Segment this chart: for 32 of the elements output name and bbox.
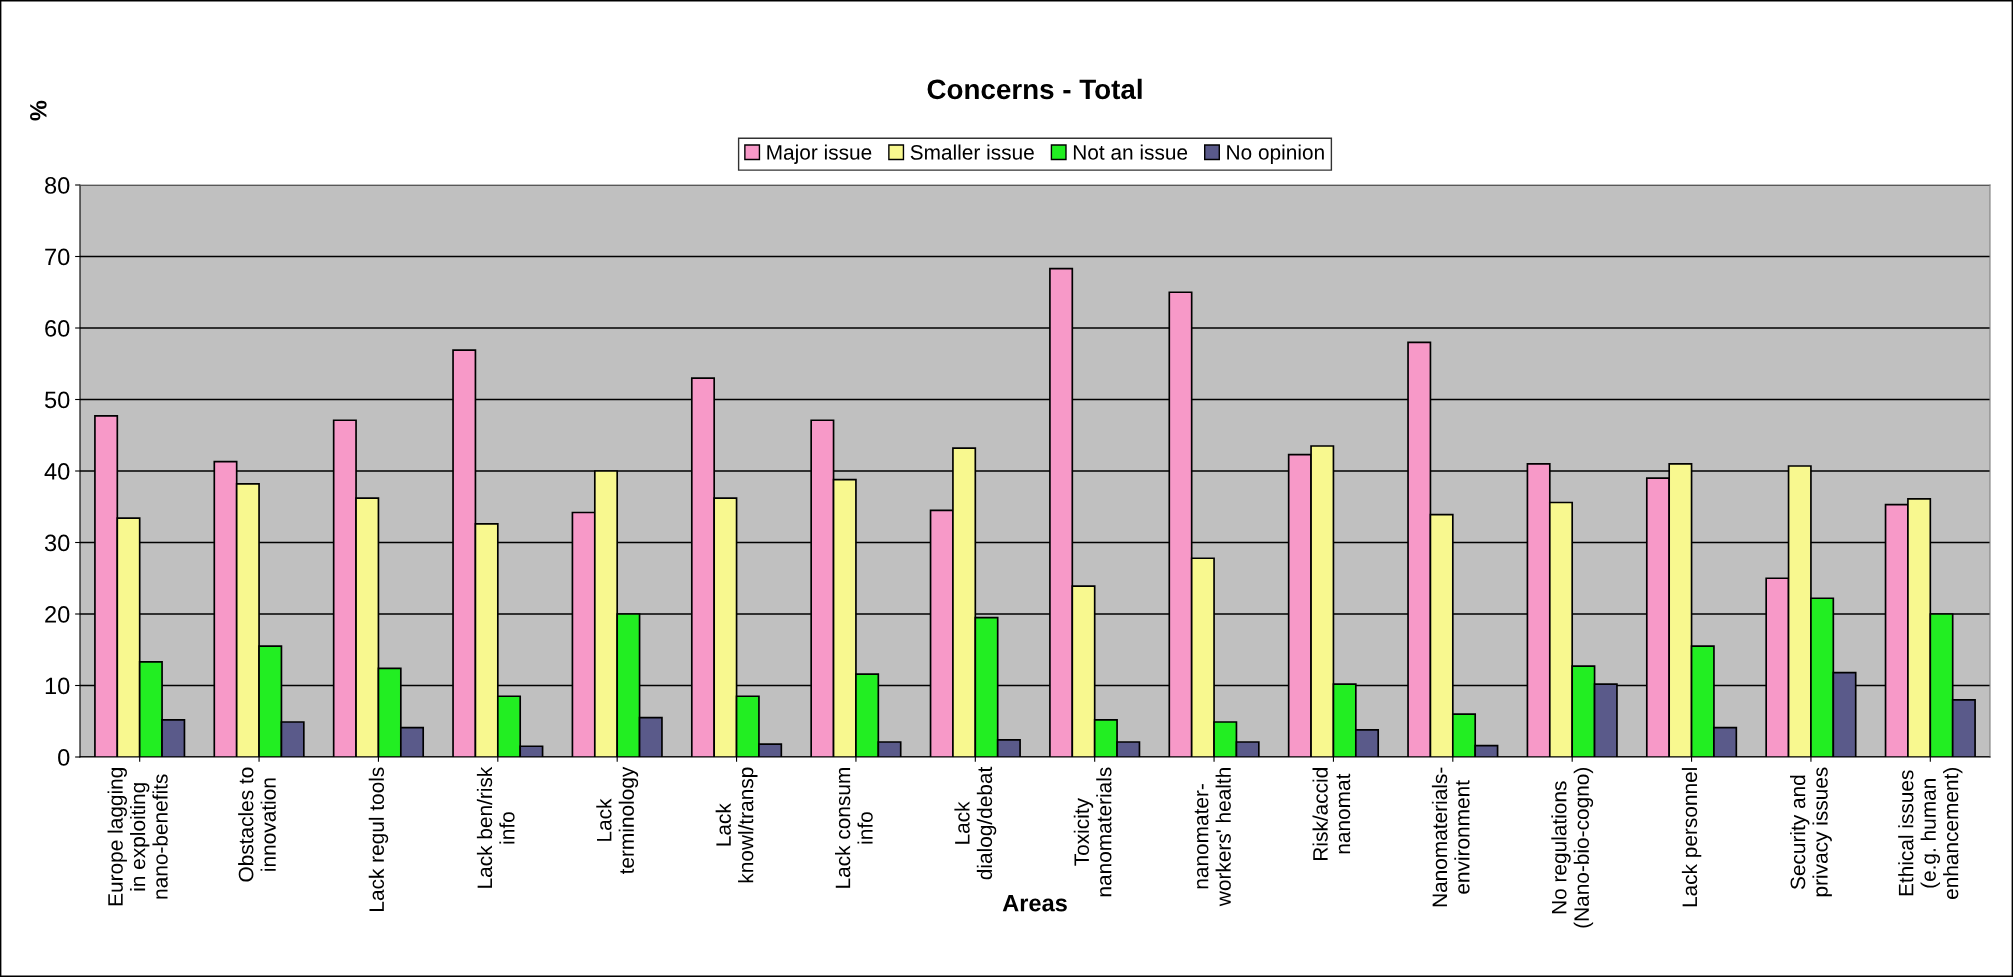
legend-label: No opinion [1227,144,1324,164]
y-tick-label: 60 [45,320,70,337]
x-tick-label: Nanomaterials- environment [1431,767,1470,907]
x-axis-title: Areas [1002,894,1067,912]
x-tick-label: No regulations (Nano-bio-cogno) [1551,768,1594,928]
y-tick-label: 70 [45,248,70,266]
x-tick-label: Obstacles to innovation [238,767,276,882]
y-axis-title: % [30,100,47,121]
legend-label: Major issue [767,144,872,164]
y-tick-label: 20 [45,606,70,623]
x-tick-label: Risk/accid nanomat [1312,768,1351,860]
chart-title: Concerns - Total [927,78,1142,100]
y-tick-label: 0 [58,749,70,766]
y-tick-label: 10 [45,677,70,695]
legend-label: Not an issue [1073,144,1188,160]
y-tick-label: 50 [44,391,70,409]
y-tick-label: 80 [45,177,70,194]
x-tick-label: Toxicity nanomaterials [1073,767,1112,897]
x-tick-label: Ethical issues (e.g. human enhancement) [1898,768,1963,900]
x-tick-label: Security and privacy issues [1790,767,1832,897]
x-tick-label: Lack dialog/debat [954,766,997,880]
y-tick-label: 40 [44,463,70,480]
x-tick-label: Lack terminology [596,766,639,875]
x-tick-label: Europe lagging in exploiting nano-benefits [107,768,168,906]
legend-label: Smaller issue [910,144,1034,160]
x-tick-label: Lack consum info [835,768,873,888]
y-tick-label: 30 [44,534,70,552]
x-tick-label: Lack ben/risk info [476,766,515,888]
x-tick-label: Lack personnel [1681,768,1702,907]
x-tick-label: Lack knowl/transp [715,767,758,883]
x-tick-label: nanomater- workers' health [1194,768,1231,907]
x-tick-label: Lack regul tools [368,767,389,911]
